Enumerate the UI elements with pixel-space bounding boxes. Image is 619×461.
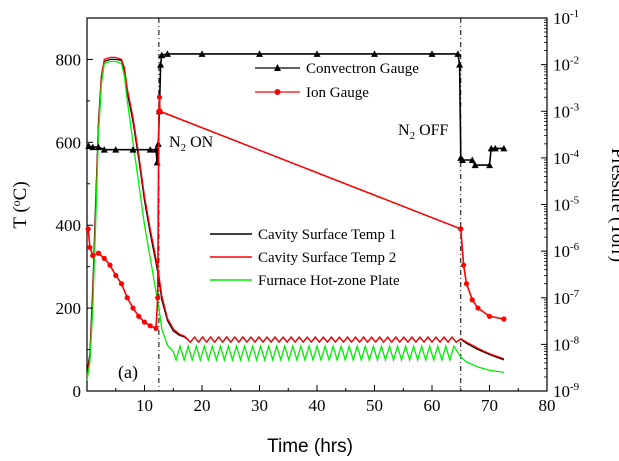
ion-gauge-point (85, 226, 91, 232)
y-left-tick-label: 800 (56, 50, 82, 69)
y-right-tick-label: 10-4 (553, 148, 580, 168)
legend-label-ion: Ion Gauge (306, 85, 369, 101)
ion-gauge-point (501, 316, 507, 322)
temperature-series (86, 56, 505, 381)
ion-gauge-point (107, 262, 113, 268)
legend-marker-ion (274, 89, 281, 95)
convectron-point (158, 51, 166, 59)
x-tick-label: 60 (424, 396, 441, 415)
ion-gauge-point (463, 281, 470, 287)
ion-gauge-point (90, 253, 96, 259)
legend-label-cavity-2: Cavity Surface Temp 2 (258, 250, 396, 266)
ion-gauge-point (87, 244, 93, 251)
convectron-point (491, 144, 499, 152)
convectron-point (454, 50, 462, 57)
ion-gauge-point (461, 262, 467, 268)
y-axis-right-label: Pressure (Torr) (607, 148, 619, 262)
x-tick-label: 40 (309, 396, 326, 415)
axes: 10 20 30 40 50 60 70 80020040060080010-110-210-… (56, 8, 580, 415)
ion-gauge-point (95, 250, 102, 256)
ion-gauge-point (486, 313, 493, 319)
ion-gauge-point (141, 319, 148, 325)
x-tick-label: 30 (251, 396, 268, 415)
y-right-tick-label: 10-8 (553, 334, 580, 354)
convectron-point (153, 158, 161, 166)
convectron-point (152, 146, 160, 153)
series-cavity-temp-2 (86, 56, 505, 377)
convectron-point (256, 50, 263, 57)
x-axis-label: Time (hrs) (267, 436, 353, 457)
ion-gauge-point (101, 255, 107, 261)
convectron-point (198, 50, 206, 57)
x-tick-label: 50 (366, 396, 383, 415)
legend-temperature: Cavity Surface Temp 1 Cavity Surface Tem… (210, 227, 400, 289)
panel-label: (a) (118, 362, 138, 383)
convectron-point (458, 156, 466, 164)
ion-gauge-point (147, 323, 153, 329)
x-tick-label: 80 (539, 396, 556, 415)
y-right-tick-label: 10-5 (553, 195, 580, 215)
convectron-point (157, 61, 165, 68)
x-tick-label: 70 (481, 396, 498, 415)
legend-marker-convectron (274, 64, 281, 71)
pressure-series (85, 50, 508, 332)
ion-gauge-point (469, 297, 475, 303)
ion-gauge-point (157, 108, 163, 114)
ion-gauge-point (118, 281, 125, 287)
annotation-n2-on: N2 ON (169, 134, 214, 154)
annotation-n2-off: N2 OFF (398, 122, 449, 142)
x-tick-label: 10 (136, 396, 153, 415)
convectron-point (468, 156, 476, 164)
legend-label-convectron: Convectron Gauge (306, 61, 419, 77)
legend-label-cavity-1: Cavity Surface Temp 1 (258, 227, 396, 243)
convectron-point (129, 146, 137, 153)
y-right-tick-label: 10-3 (553, 101, 580, 121)
convectron-point (428, 50, 436, 57)
ion-gauge-point (156, 94, 163, 100)
y-axis-left-label: T (oC) (9, 181, 31, 228)
convectron-point (164, 50, 171, 57)
convectron-point (456, 61, 464, 68)
legend-label-furnace: Furnace Hot-zone Plate (258, 273, 400, 289)
ion-gauge-point (124, 295, 130, 301)
y-right-tick-label: 10-1 (553, 8, 579, 28)
y-left-tick-label: 200 (56, 299, 82, 318)
convectron-point (486, 161, 493, 169)
ion-gauge-point (113, 272, 119, 279)
convectron-point (471, 161, 479, 169)
convectron-point (85, 142, 93, 149)
ion-gauge-point (475, 305, 481, 311)
y-left-tick-label: 600 (56, 133, 82, 152)
convectron-point (100, 146, 108, 153)
ion-gauge-point (153, 325, 159, 332)
ion-gauge-point (136, 313, 142, 319)
convectron-point (95, 143, 102, 151)
convectron-point (313, 50, 321, 57)
ion-gauge-point (155, 295, 161, 301)
y-right-tick-label: 10-9 (553, 381, 580, 401)
y-right-tick-label: 10-6 (553, 241, 580, 261)
ion-gauge-point (458, 226, 464, 232)
y-left-tick-label: 400 (56, 216, 82, 235)
legend-pressure: Convectron Gauge Ion Gauge (255, 61, 419, 101)
convectron-point (112, 146, 120, 153)
convectron-point (500, 144, 508, 152)
ion-gauge-point (130, 305, 136, 311)
y-right-tick-label: 10-2 (553, 55, 579, 75)
y-right-tick-label: 10-7 (553, 288, 580, 308)
x-tick-label: 20 (194, 396, 211, 415)
y-left-tick-label: 0 (73, 382, 82, 401)
convectron-point (89, 143, 97, 151)
vertical-markers (158, 18, 462, 391)
convectron-point (146, 146, 154, 153)
convectron-point (371, 50, 378, 57)
series-furnace-plate (86, 60, 504, 381)
